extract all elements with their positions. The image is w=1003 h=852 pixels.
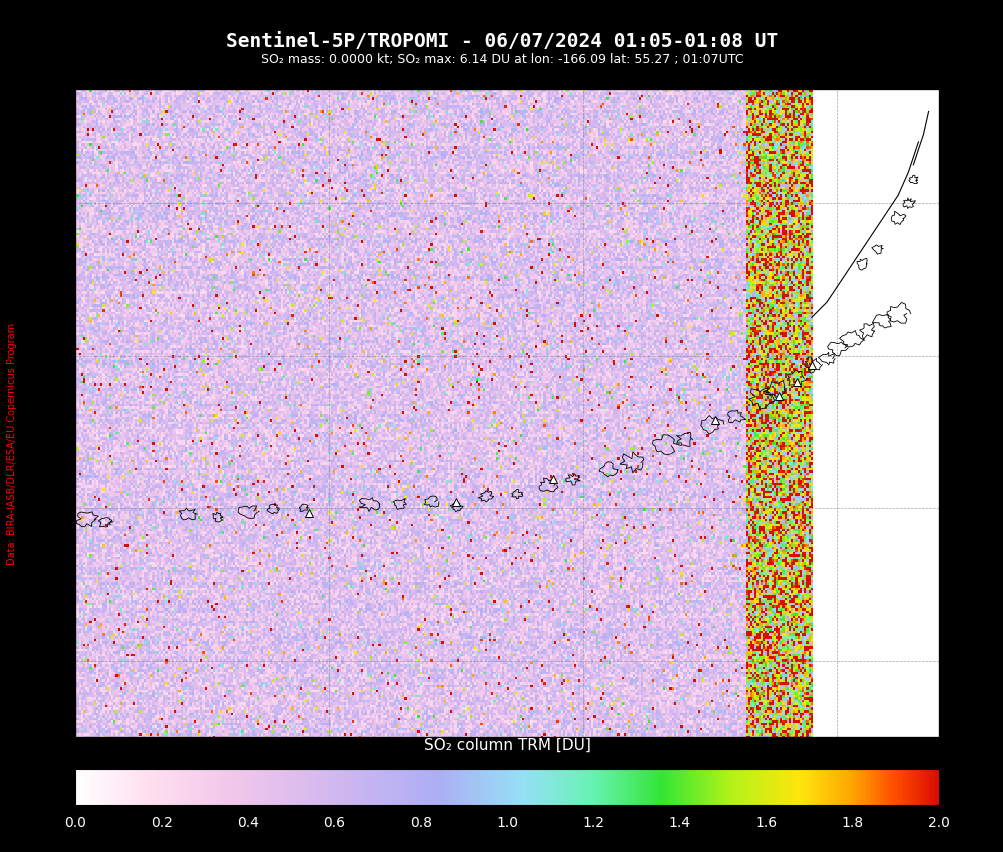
Text: SO₂ mass: 0.0000 kt; SO₂ max: 6.14 DU at lon: -166.09 lat: 55.27 ; 01:07UTC: SO₂ mass: 0.0000 kt; SO₂ max: 6.14 DU at… bbox=[261, 53, 742, 66]
Text: SO₂ column TRM [DU]: SO₂ column TRM [DU] bbox=[423, 736, 590, 751]
Text: Data: BIRA-IASB/DLR/ESA/EU Copernicus Program: Data: BIRA-IASB/DLR/ESA/EU Copernicus Pr… bbox=[7, 322, 17, 564]
Text: Sentinel-5P/TROPOMI - 06/07/2024 01:05-01:08 UT: Sentinel-5P/TROPOMI - 06/07/2024 01:05-0… bbox=[226, 32, 777, 51]
